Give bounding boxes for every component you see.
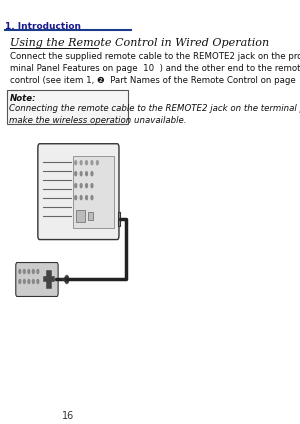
Bar <box>88 212 93 220</box>
FancyBboxPatch shape <box>38 144 119 240</box>
Text: 1. Introduction: 1. Introduction <box>5 22 81 31</box>
FancyBboxPatch shape <box>7 90 128 124</box>
Circle shape <box>65 276 68 284</box>
Circle shape <box>80 161 82 165</box>
Circle shape <box>75 161 76 165</box>
Text: 16: 16 <box>61 411 74 421</box>
Bar <box>76 209 85 222</box>
Circle shape <box>19 270 21 273</box>
Circle shape <box>85 184 87 188</box>
Circle shape <box>37 279 39 284</box>
Circle shape <box>32 270 34 273</box>
Circle shape <box>23 279 25 284</box>
FancyBboxPatch shape <box>16 262 58 296</box>
Bar <box>118 212 120 226</box>
Circle shape <box>75 172 76 176</box>
Circle shape <box>85 161 87 165</box>
Circle shape <box>47 277 50 282</box>
Bar <box>73 156 114 228</box>
Text: Connecting the remote cable to the REMOTE2 jack on the terminal panel will
make : Connecting the remote cable to the REMOT… <box>10 104 300 125</box>
Circle shape <box>32 279 34 284</box>
Circle shape <box>91 161 93 165</box>
Circle shape <box>80 195 82 200</box>
Circle shape <box>75 184 76 188</box>
Circle shape <box>23 270 25 273</box>
Text: Connect the supplied remote cable to the REMOTE2 jack on the projector (see ❶ Te: Connect the supplied remote cable to the… <box>10 52 300 84</box>
Circle shape <box>91 172 93 176</box>
Circle shape <box>28 270 30 273</box>
Circle shape <box>91 195 93 200</box>
Text: Note:: Note: <box>10 94 36 103</box>
Circle shape <box>80 172 82 176</box>
Circle shape <box>75 195 76 200</box>
Circle shape <box>28 279 30 284</box>
Circle shape <box>96 161 98 165</box>
Circle shape <box>85 195 87 200</box>
Circle shape <box>85 172 87 176</box>
Text: Using the Remote Control in Wired Operation: Using the Remote Control in Wired Operat… <box>10 38 269 48</box>
Circle shape <box>19 279 21 284</box>
Circle shape <box>91 184 93 188</box>
Circle shape <box>80 184 82 188</box>
Circle shape <box>37 270 39 273</box>
